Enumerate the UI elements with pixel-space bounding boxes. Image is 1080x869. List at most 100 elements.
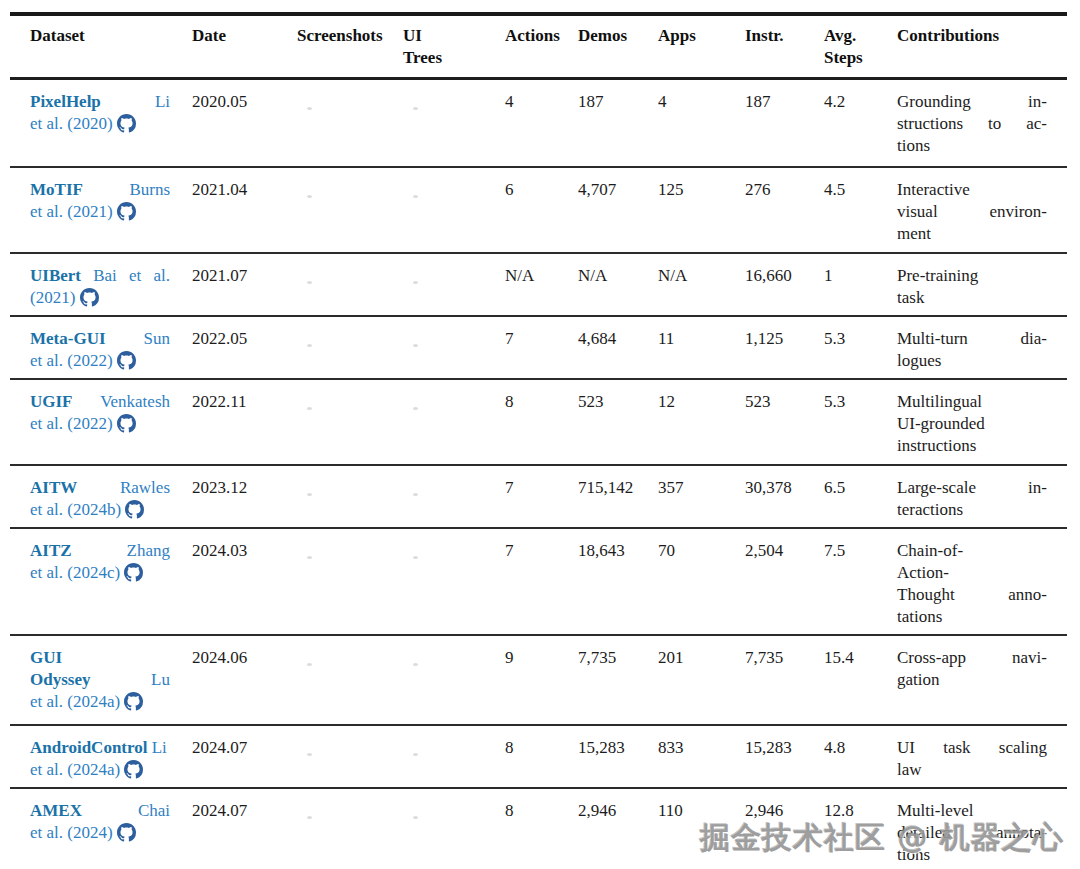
contribution-line: gation [897,669,1047,691]
column-header-avg-steps: Avg. Steps [824,25,897,69]
contributions-cell: Chain-of-Action-Thought anno-tations [897,540,1057,628]
citation-link[interactable]: et al. (2024c) [30,563,120,582]
column-header-ui-trees: UI Trees [403,25,505,69]
citation-link[interactable]: Zhang [127,541,170,560]
citation-link[interactable]: et al. (2021) [30,202,113,221]
avg-steps-cell: 5.3 [824,391,897,458]
column-header-apps: Apps [658,25,745,69]
instr-cell: 523 [745,391,824,458]
github-icon[interactable] [117,351,136,370]
faint-mark [307,753,312,756]
contributions-cell: Cross-app navi-gation [897,647,1057,718]
github-icon[interactable] [125,500,144,519]
citation-link[interactable]: (2021) [30,288,75,307]
faint-mark [307,556,312,559]
citation-link[interactable]: et al. (2024b) [30,500,121,519]
citation-link[interactable]: Li [155,92,170,111]
watermark: 掘金技术社区 @ 机器之心 [700,818,1064,859]
faint-mark [413,816,418,819]
date-cell: 2024.03 [192,540,297,628]
dataset-name: UIBert [30,266,81,285]
citation-link[interactable]: Bai et al. [93,266,170,285]
dataset-name: PixelHelp [30,92,101,111]
citation-link[interactable]: Lu [151,670,170,689]
contribution-line: Action- [897,562,1047,584]
citation-link[interactable]: et al. (2022) [30,351,113,370]
github-icon[interactable] [124,692,143,711]
contributions-cell: Interactivevisual environ-ment [897,179,1057,246]
date-cell: 2022.11 [192,391,297,458]
actions-cell: 8 [505,800,578,866]
citation-link[interactable]: Chai [138,801,170,820]
citation-link[interactable]: Rawles [120,478,170,497]
screenshots-cell [297,328,403,372]
column-header-demos: Demos [578,25,658,69]
citation-link[interactable]: Burns [129,180,170,199]
datasets-table: Dataset Date Screenshots UI Trees Action… [10,12,1067,869]
citation-link[interactable]: et al. (2020) [30,114,113,133]
apps-cell: 70 [658,540,745,628]
actions-cell: 4 [505,91,578,160]
dataset-name: AMEX [30,801,82,820]
column-header-actions: Actions [505,25,578,69]
github-icon[interactable] [124,563,143,582]
contribution-line: law [897,759,1047,781]
date-cell: 2020.05 [192,91,297,160]
faint-mark [413,344,418,347]
citation-link[interactable]: et al. (2022) [30,414,113,433]
dataset-line: et al. (2024c) [30,562,170,584]
contribution-line: teractions [897,499,1047,521]
date-cell: 2023.12 [192,477,297,521]
ui-trees-cell [403,328,505,372]
avg-steps-cell: 6.5 [824,477,897,521]
dataset-name: UGIF [30,392,73,411]
github-icon[interactable] [117,823,136,842]
contribution-line: Large-scale in- [897,477,1047,499]
faint-mark [413,753,418,756]
citation-link[interactable]: Li [152,738,167,757]
avg-steps-cell: 4.5 [824,179,897,246]
citation-link[interactable]: et al. (2024a) [30,692,120,711]
contributions-cell: UI task scalinglaw [897,737,1057,781]
github-icon[interactable] [117,414,136,433]
dataset-line: et al. (2022) [30,350,170,372]
table-row: AndroidControl Liet al. (2024a) 2024.078… [10,726,1067,789]
contribution-line: UI task scaling [897,737,1047,759]
table-row: AITZ Zhanget al. (2024c) 2024.03718,6437… [10,529,1067,636]
contribution-line: Multi-turn dia- [897,328,1047,350]
table-row: UIBert Bai et al.(2021) 2021.07N/AN/AN/A… [10,254,1067,317]
dataset-line: UIBert Bai et al. [30,265,170,287]
actions-cell: 7 [505,540,578,628]
github-icon[interactable] [117,114,136,133]
ui-trees-cell [403,265,505,309]
citation-link[interactable]: et al. (2024a) [30,760,120,779]
citation-link[interactable]: Venkatesh [100,392,170,411]
contributions-cell: Large-scale in-teractions [897,477,1057,521]
contribution-line: Cross-app navi- [897,647,1047,669]
github-icon[interactable] [117,202,136,221]
citation-link[interactable]: Sun [144,329,170,348]
ui-trees-cell [403,647,505,718]
citation-link[interactable]: et al. (2024) [30,823,113,842]
dataset-line: et al. (2024a) [30,759,170,781]
dataset-line: AMEX Chai [30,800,170,822]
contribution-line: tions [897,135,1047,157]
table-row: Meta-GUI Sunet al. (2022) 2022.0574,6841… [10,317,1067,380]
demos-cell: 523 [578,391,658,458]
ui-trees-cell [403,800,505,866]
screenshots-cell [297,265,403,309]
dataset-cell: GUIOdyssey Luet al. (2024a) [30,647,192,718]
faint-mark [413,493,418,496]
column-header-dataset: Dataset [30,25,192,69]
table-row: PixelHelp Liet al. (2020) 2020.054187418… [10,80,1067,168]
github-icon[interactable] [124,760,143,779]
table-row: GUIOdyssey Luet al. (2024a) 2024.0697,73… [10,636,1067,726]
github-icon[interactable] [80,288,99,307]
actions-cell: 8 [505,391,578,458]
actions-cell: 9 [505,647,578,718]
table-row: MoTIF Burnset al. (2021) 2021.0464,70712… [10,168,1067,254]
ui-trees-cell [403,477,505,521]
screenshots-cell [297,179,403,246]
dataset-cell: AndroidControl Liet al. (2024a) [30,737,192,781]
screenshots-cell [297,540,403,628]
